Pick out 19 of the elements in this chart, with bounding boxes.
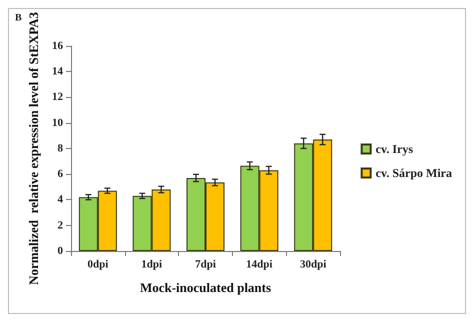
y-tick-label: 6 — [58, 168, 64, 180]
legend-label: cv. Sárpo Mira — [376, 166, 452, 180]
x-axis-title: Mock-inoculated plants — [140, 280, 272, 295]
y-tick-label: 2 — [58, 219, 64, 232]
y-tick-label: 0 — [58, 245, 64, 257]
x-tick-label: 0dpi — [88, 258, 108, 270]
x-tick-label: 1dpi — [141, 258, 162, 270]
legend-label: cv. Irys — [376, 142, 414, 156]
text: B — [15, 12, 22, 24]
y-tick-label: 14 — [52, 66, 64, 78]
y-tick-label: 16 — [52, 40, 64, 52]
y-axis-title: Normalized relative expression level of StEXPA3 — [26, 12, 41, 285]
y-tick-label: 12 — [52, 91, 64, 104]
x-tick-label: 14dpi — [246, 258, 272, 270]
y-tick-label: 4 — [58, 194, 64, 206]
y-tick-label: 8 — [58, 142, 64, 154]
x-tick-label: 30dpi — [300, 258, 326, 270]
x-tick-label: 7dpi — [195, 258, 216, 270]
y-tick-label: 10 — [52, 116, 64, 129]
